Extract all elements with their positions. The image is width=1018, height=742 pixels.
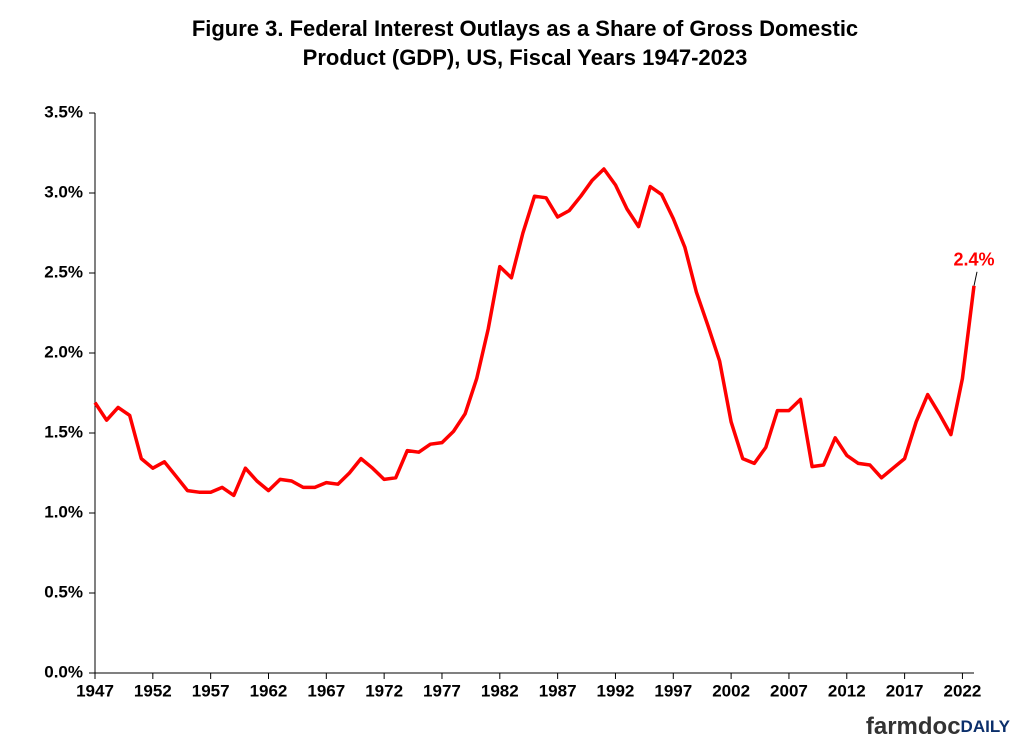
y-tick-label: 0.0% xyxy=(44,662,83,681)
y-tick-label: 3.0% xyxy=(44,182,83,201)
x-tick-label: 1957 xyxy=(192,681,230,700)
x-tick-label: 1967 xyxy=(307,681,345,700)
x-tick-label: 2007 xyxy=(770,681,808,700)
x-tick-label: 1972 xyxy=(365,681,403,700)
y-tick-label: 3.5% xyxy=(44,102,83,121)
x-tick-label: 1982 xyxy=(481,681,519,700)
x-tick-label: 1962 xyxy=(250,681,288,700)
x-tick-label: 2002 xyxy=(712,681,750,700)
annotation-leader xyxy=(973,271,978,286)
x-tick-label: 2022 xyxy=(944,681,982,700)
y-tick-label: 1.5% xyxy=(44,422,83,441)
logo-main: farmdoc xyxy=(866,713,961,740)
y-tick-label: 2.5% xyxy=(44,262,83,281)
x-tick-label: 1977 xyxy=(423,681,461,700)
x-tick-label: 1947 xyxy=(76,681,114,700)
y-tick-label: 0.5% xyxy=(44,582,83,601)
x-tick-label: 1992 xyxy=(597,681,635,700)
x-tick-label: 2017 xyxy=(886,681,924,700)
x-tick-label: 1952 xyxy=(134,681,172,700)
x-tick-label: 1987 xyxy=(539,681,577,700)
logo: farmdocDAILY xyxy=(866,713,1011,740)
x-tick-label: 1997 xyxy=(654,681,692,700)
data-line xyxy=(93,167,976,498)
annotation-label: 2.4% xyxy=(953,250,994,270)
chart-title: Product (GDP), US, Fiscal Years 1947-202… xyxy=(303,45,748,70)
y-tick-label: 2.0% xyxy=(44,342,83,361)
y-tick-label: 1.0% xyxy=(44,502,83,521)
x-tick-label: 2012 xyxy=(828,681,866,700)
logo-accent: DAILY xyxy=(961,717,1011,736)
chart-title: Figure 3. Federal Interest Outlays as a … xyxy=(192,16,858,41)
